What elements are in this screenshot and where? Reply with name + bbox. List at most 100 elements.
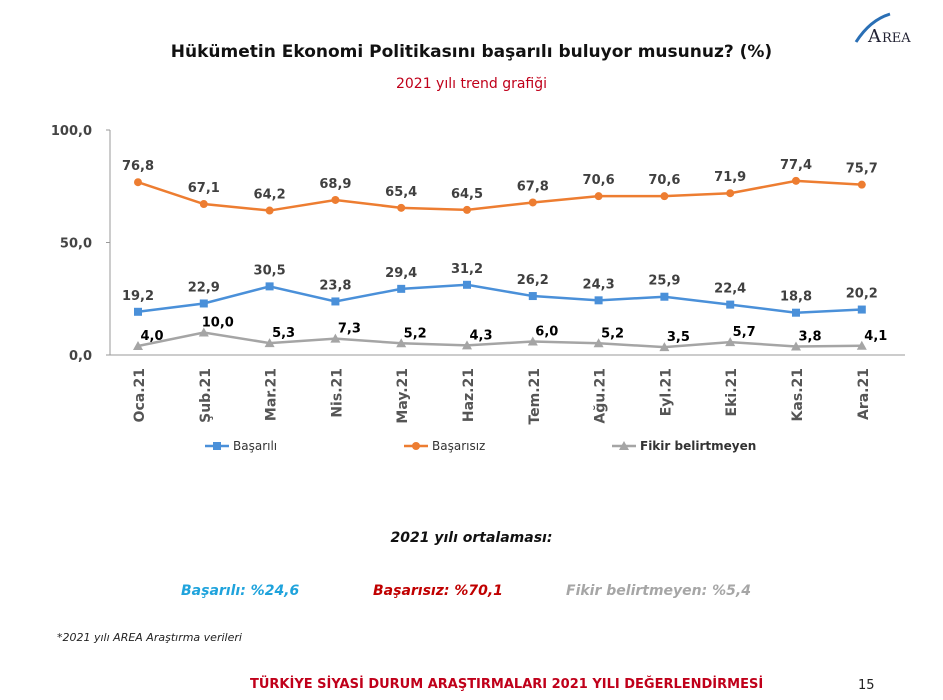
x-tick-label: Kas.21: [790, 368, 806, 421]
legend-label: Başarısız: [432, 439, 485, 453]
data-point: [397, 284, 406, 293]
data-label: 70,6: [583, 173, 615, 188]
data-point: [726, 189, 735, 198]
data-point: [463, 280, 471, 289]
chart-subtitle: 2021 yılı trend grafiği: [395, 76, 548, 92]
data-label: 5,7: [733, 325, 756, 340]
series-line-0: [137, 283, 862, 314]
data-label: 75,7: [846, 162, 878, 177]
data-label: 65,4: [385, 185, 417, 200]
data-point: [857, 305, 866, 314]
data-label: 64,5: [451, 187, 483, 202]
x-tick-label: Haz.21: [461, 368, 477, 422]
data-label: 25,9: [648, 274, 680, 289]
data-point: [593, 338, 604, 348]
area-logo: A REA: [854, 12, 911, 47]
data-label: 31,2: [451, 262, 483, 277]
data-label: 18,8: [780, 290, 812, 305]
data-label: 3,5: [667, 330, 690, 345]
legend-marker: [412, 442, 420, 450]
data-label: 10,0: [202, 316, 234, 331]
data-label: 70,6: [648, 173, 680, 188]
x-tick-label: Mar.21: [264, 368, 280, 421]
x-tick-label: Nis.21: [329, 368, 345, 418]
data-point: [396, 338, 407, 348]
data-label: 4,3: [469, 328, 492, 343]
data-point: [792, 176, 800, 185]
data-point: [594, 296, 603, 305]
line-chart: 0,0 50,0 100,0 Oca.21 Şub.21 Mar.21 Nis.21 May.…: [51, 124, 905, 453]
average-fikir-belirtmeyen: Fikir belirtmeyen: %5,4: [566, 583, 751, 599]
data-point: [265, 206, 274, 215]
data-point: [528, 198, 537, 207]
data-label: 30,5: [254, 263, 286, 278]
data-label: 19,2: [122, 289, 154, 304]
data-point: [134, 307, 142, 316]
data-point: [199, 200, 208, 209]
data-point: [528, 292, 537, 301]
data-point: [463, 205, 471, 214]
data-point: [265, 282, 274, 291]
y-tick-label: 50,0: [60, 237, 92, 252]
data-point: [134, 178, 142, 187]
data-label: 22,9: [188, 280, 220, 295]
x-tick-label: Oca.21: [132, 368, 148, 422]
data-point: [198, 327, 209, 337]
legend-marker: [213, 442, 221, 450]
data-label: 29,4: [385, 266, 417, 281]
data-point: [659, 342, 670, 352]
data-point: [330, 333, 341, 343]
legend-label: Başarılı: [233, 439, 277, 453]
x-tick-label: May.21: [395, 368, 411, 424]
footer-title: TÜRKİYE SİYASİ DURUM ARAŞTIRMALARI 2021 …: [250, 677, 764, 692]
data-label: 6,0: [535, 325, 558, 340]
data-point: [462, 340, 472, 350]
data-label: 77,4: [780, 158, 812, 173]
data-label: 7,3: [338, 322, 361, 337]
data-label: 67,8: [517, 179, 549, 194]
page-number: 15: [858, 678, 875, 693]
data-point: [792, 308, 800, 317]
legend-label: Fikir belirtmeyen: [640, 439, 756, 453]
data-point: [857, 180, 866, 189]
x-tick-label: Tem.21: [527, 368, 543, 425]
data-label: 64,2: [254, 188, 286, 203]
averages-heading: 2021 yılı ortalaması:: [390, 530, 553, 546]
data-label: 68,9: [319, 177, 351, 192]
data-label: 4,1: [864, 329, 887, 344]
data-point: [660, 192, 669, 201]
data-label: 26,2: [517, 273, 549, 288]
data-label: 5,3: [272, 326, 295, 341]
x-tick-label: Eyl.21: [658, 368, 674, 416]
data-label: 22,4: [714, 282, 746, 297]
y-tick-label: 0,0: [69, 349, 92, 364]
data-label: 5,2: [601, 326, 624, 341]
x-tick-label: Şub.21: [198, 368, 214, 423]
data-label: 67,1: [188, 181, 220, 196]
data-label: 24,3: [583, 277, 615, 292]
x-tick-label: Ağu.21: [593, 368, 609, 424]
legend-marker: [619, 441, 629, 450]
data-label: 71,9: [714, 170, 746, 185]
svg-text:A: A: [867, 26, 882, 47]
y-tick-label: 100,0: [51, 124, 92, 139]
data-point: [856, 340, 867, 350]
x-tick-label: Eki.21: [724, 368, 740, 416]
data-label: 20,2: [846, 287, 878, 302]
data-point: [725, 337, 736, 347]
series-line-1: [137, 179, 862, 212]
data-point: [660, 292, 669, 301]
data-label: 3,8: [798, 329, 821, 344]
data-point: [594, 192, 603, 201]
data-label: 23,8: [319, 278, 351, 293]
chart-title: Hükümetin Ekonomi Politikasını başarılı …: [170, 42, 773, 62]
data-point: [791, 341, 801, 351]
series-line-2: [137, 331, 862, 349]
data-point: [133, 341, 143, 350]
data-label: 5,2: [404, 326, 427, 341]
x-tick-label: Ara.21: [856, 368, 872, 420]
average-basarisiz: Başarısız: %70,1: [373, 583, 503, 599]
data-point: [199, 299, 208, 308]
data-point: [264, 338, 275, 348]
